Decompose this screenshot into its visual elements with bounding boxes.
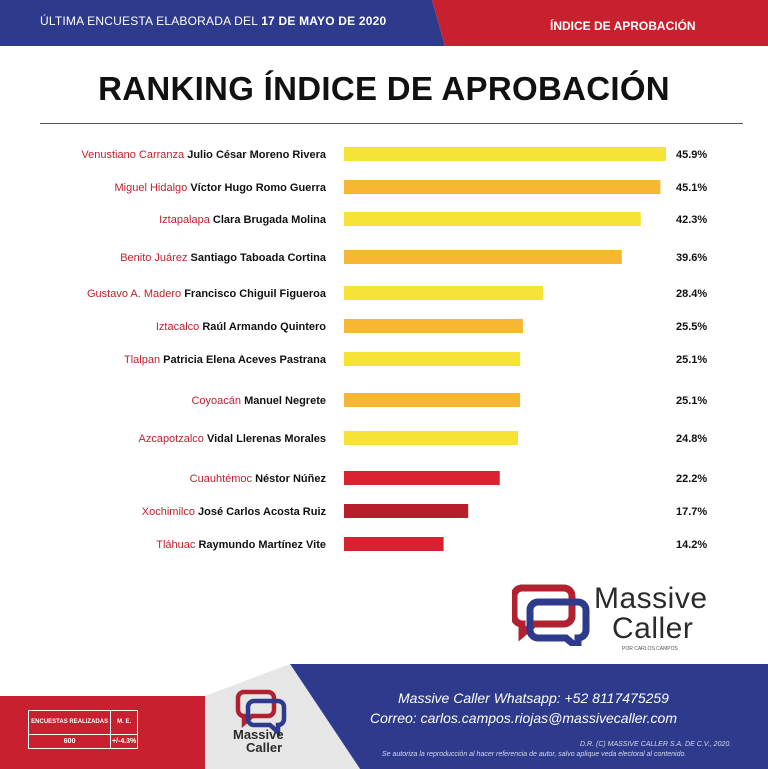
chart-row: Cuauhtémoc Néstor Núñez 22.2% xyxy=(190,471,707,485)
stats-value-margin: +/-4.3% xyxy=(110,734,138,749)
value-label: 24.8% xyxy=(676,433,707,445)
value-label: 17.7% xyxy=(676,506,707,518)
row-label: Venustiano Carranza Julio César Moreno R… xyxy=(81,149,326,161)
value-label: 42.3% xyxy=(676,214,707,226)
row-label: Cuauhtémoc Néstor Núñez xyxy=(190,473,327,485)
row-place-label: Iztapalapa xyxy=(159,214,213,226)
row-name-label: Néstor Núñez xyxy=(255,473,326,485)
logo-text-caller: Caller xyxy=(612,612,694,645)
row-name-label: Vidal Llerenas Morales xyxy=(207,433,326,445)
value-label: 25.1% xyxy=(676,395,707,407)
approval-ranking-chart: Venustiano Carranza Julio César Moreno R… xyxy=(81,147,707,551)
logo-text-massive: Massive xyxy=(594,582,708,615)
survey-date: 17 DE MAYO DE 2020 xyxy=(261,14,387,28)
row-label: Miguel Hidalgo Víctor Hugo Romo Guerra xyxy=(114,182,326,194)
bar xyxy=(344,250,622,264)
row-label: Tláhuac Raymundo Martínez Vite xyxy=(156,539,326,551)
row-place-label: Azcapotzalco xyxy=(138,433,206,445)
massive-caller-logo: Massive Caller POR CARLOS CAMPOS xyxy=(512,580,727,660)
value-label: 25.5% xyxy=(676,321,707,333)
bar xyxy=(344,504,469,518)
row-name-label: Santiago Taboada Cortina xyxy=(191,252,327,264)
row-name-label: Julio César Moreno Rivera xyxy=(187,149,327,161)
row-place-label: Tláhuac xyxy=(156,539,198,551)
bar xyxy=(344,471,500,485)
row-name-label: Patricia Elena Aceves Pastrana xyxy=(163,354,327,366)
row-place-label: Venustiano Carranza xyxy=(81,149,187,161)
chart-row: Venustiano Carranza Julio César Moreno R… xyxy=(81,147,707,161)
row-name-label: Clara Brugada Molina xyxy=(213,214,327,226)
page-title: RANKING ÍNDICE DE APROBACIÓN xyxy=(98,70,670,107)
row-place-label: Iztacalco xyxy=(156,321,202,333)
bar xyxy=(344,537,444,551)
copyright-text: D.R. (C) MASSIVE CALLER S.A. DE C.V., 20… xyxy=(580,741,732,748)
chart-row: Miguel Hidalgo Víctor Hugo Romo Guerra 45… xyxy=(114,180,707,194)
row-label: Iztacalco Raúl Armando Quintero xyxy=(156,321,326,333)
row-place-label: Benito Juárez xyxy=(120,252,190,264)
row-name-label: Víctor Hugo Romo Guerra xyxy=(190,182,327,194)
value-label: 45.9% xyxy=(676,149,707,161)
row-place-label: Miguel Hidalgo xyxy=(114,182,190,194)
row-place-label: Gustavo A. Madero xyxy=(87,288,184,300)
header-background xyxy=(0,0,768,46)
logo-tagline: POR CARLOS CAMPOS xyxy=(622,646,678,652)
contact-whatsapp: Massive Caller Whatsapp: +52 8117475259 xyxy=(398,690,669,706)
disclaimer-text: Se autoriza la reproducción al hacer ref… xyxy=(382,751,687,758)
survey-stats-table: ENCUESTAS REALIZADAS M. E. 600 +/-4.3% xyxy=(27,710,138,749)
chart-row: Coyoacán Manuel Negrete 25.1% xyxy=(191,393,707,407)
row-name-label: Raymundo Martínez Vite xyxy=(198,539,326,551)
stats-header-surveys: ENCUESTAS REALIZADAS xyxy=(27,710,112,735)
footer-logo-massive: Massive xyxy=(233,727,284,742)
value-label: 22.2% xyxy=(676,473,707,485)
bar xyxy=(344,286,544,300)
row-label: Tlalpan Patricia Elena Aceves Pastrana xyxy=(124,354,327,366)
contact-email: Correo: carlos.campos.riojas@massivecall… xyxy=(370,710,678,726)
bar xyxy=(344,180,661,194)
value-label: 14.2% xyxy=(676,539,707,551)
row-place-label: Xochimilco xyxy=(142,506,198,518)
section-label: ÍNDICE DE APROBACIÓN xyxy=(550,19,696,33)
chart-row: Tláhuac Raymundo Martínez Vite 14.2% xyxy=(156,537,707,551)
chart-row: Iztapalapa Clara Brugada Molina 42.3% xyxy=(159,212,707,226)
bar xyxy=(344,212,641,226)
chart-row: Iztacalco Raúl Armando Quintero 25.5% xyxy=(156,319,707,333)
value-label: 25.1% xyxy=(676,354,707,366)
row-label: Xochimilco José Carlos Acosta Ruiz xyxy=(142,506,327,518)
chart-row: Tlalpan Patricia Elena Aceves Pastrana 25… xyxy=(124,352,707,366)
value-label: 28.4% xyxy=(676,288,707,300)
bar xyxy=(344,147,666,161)
chart-row: Xochimilco José Carlos Acosta Ruiz 17.7% xyxy=(142,504,707,518)
row-label: Azcapotzalco Vidal Llerenas Morales xyxy=(138,433,326,445)
bar xyxy=(344,393,521,407)
stats-value-surveys: 600 xyxy=(27,734,112,749)
row-place-label: Cuauhtémoc xyxy=(190,473,255,485)
title-divider xyxy=(40,123,743,124)
chart-row: Benito Juárez Santiago Taboada Cortina 39… xyxy=(120,250,707,264)
row-name-label: Francisco Chiguil Figueroa xyxy=(184,288,327,300)
footer-logo-caller: Caller xyxy=(246,740,283,755)
row-name-label: José Carlos Acosta Ruiz xyxy=(198,506,326,518)
value-label: 45.1% xyxy=(676,182,707,194)
row-place-label: Tlalpan xyxy=(124,354,163,366)
row-name-label: Raúl Armando Quintero xyxy=(202,321,326,333)
speech-bubbles-icon xyxy=(512,584,590,646)
bar xyxy=(344,431,518,445)
chart-row: Azcapotzalco Vidal Llerenas Morales 24.8% xyxy=(138,431,707,445)
footer-logo-icon xyxy=(235,689,287,737)
survey-date-line: ÚLTIMA ENCUESTA ELABORADA DEL 17 DE MAYO… xyxy=(40,14,386,28)
chart-row: Gustavo A. Madero Francisco Chiguil Figu… xyxy=(87,286,707,300)
survey-text: ÚLTIMA ENCUESTA ELABORADA DEL xyxy=(40,14,258,28)
bar xyxy=(344,352,521,366)
value-label: 39.6% xyxy=(676,252,707,264)
stats-header-margin: M. E. xyxy=(110,710,138,735)
row-name-label: Manuel Negrete xyxy=(244,395,326,407)
row-label: Iztapalapa Clara Brugada Molina xyxy=(159,214,327,226)
bar xyxy=(344,319,523,333)
row-place-label: Coyoacán xyxy=(191,395,244,407)
row-label: Gustavo A. Madero Francisco Chiguil Figu… xyxy=(87,288,327,300)
header-banner: ÚLTIMA ENCUESTA ELABORADA DEL 17 DE MAYO… xyxy=(0,0,768,46)
row-label: Coyoacán Manuel Negrete xyxy=(191,395,326,407)
row-label: Benito Juárez Santiago Taboada Cortina xyxy=(120,252,327,264)
